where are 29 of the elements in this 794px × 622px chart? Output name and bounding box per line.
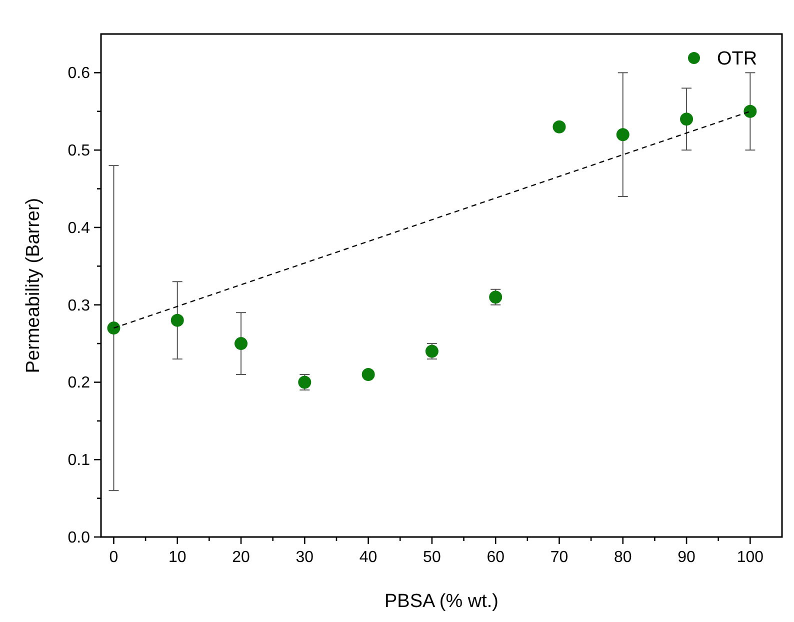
- y-tick-label: 0.3: [68, 297, 90, 314]
- point: [680, 112, 694, 126]
- point: [107, 322, 120, 335]
- point: [362, 368, 375, 381]
- y-tick-label: 0.4: [68, 220, 90, 237]
- x-tick-label: 50: [423, 549, 441, 566]
- x-tick-label: 80: [614, 549, 632, 566]
- x-tick-label: 100: [736, 549, 764, 566]
- point: [234, 337, 248, 350]
- point: [170, 314, 184, 327]
- point: [616, 128, 630, 142]
- x-tick-label: 90: [678, 549, 696, 566]
- x-tick-label: 60: [486, 549, 505, 566]
- x-tick-label: 30: [296, 549, 314, 566]
- x-tick-label: 20: [232, 549, 250, 566]
- y-tick-label: 0.1: [68, 452, 90, 470]
- point: [744, 104, 757, 118]
- y-axis-title: Permeability (Barrer): [23, 198, 44, 374]
- x-tick-label: 10: [168, 549, 186, 566]
- x-tick-label: 40: [359, 549, 378, 566]
- point: [552, 120, 566, 134]
- x-tick-label: 70: [550, 549, 568, 566]
- y-tick-label: 0.5: [68, 142, 90, 160]
- legend-label: OTR: [717, 48, 758, 70]
- x-axis-title: PBSA (% wt.): [384, 591, 499, 612]
- y-tick-label: 0.6: [68, 65, 90, 82]
- x-tick-label: 0: [109, 549, 118, 566]
- y-tick-label: 0.2: [68, 374, 90, 392]
- y-tick-label: 0.0: [68, 530, 90, 546]
